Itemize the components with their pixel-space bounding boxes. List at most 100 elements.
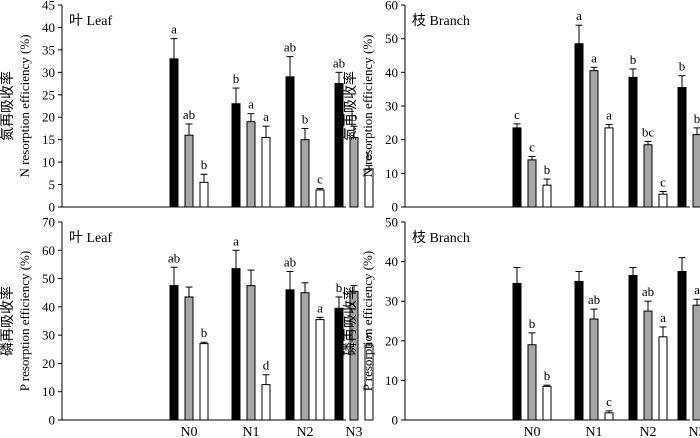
bar xyxy=(334,307,344,421)
bar xyxy=(199,181,209,208)
significance-letter: ab xyxy=(284,255,296,270)
y-tick-label: 30 xyxy=(42,328,55,343)
significance-letter: a xyxy=(606,108,612,123)
y-tick-label: 40 xyxy=(42,299,55,314)
bar xyxy=(246,121,256,208)
bar xyxy=(364,344,374,421)
significance-letter: bc xyxy=(642,124,655,139)
significance-letter: b xyxy=(544,368,551,383)
panel-title: 叶 Leaf xyxy=(69,13,112,29)
significance-letter: b xyxy=(366,149,373,164)
bar xyxy=(574,280,584,421)
significance-letter: b xyxy=(694,111,700,126)
y-axis-label-en: N resorption efficiency (%) xyxy=(360,34,375,177)
bar xyxy=(677,271,687,421)
x-tick-label: N0 xyxy=(523,425,540,438)
bar xyxy=(261,136,271,208)
x-tick-label: N1 xyxy=(585,425,602,438)
significance-letter: c xyxy=(366,327,372,342)
y-tick-label: 45 xyxy=(42,0,55,13)
bar xyxy=(285,289,295,421)
bar xyxy=(628,76,638,208)
x-tick-label: N3 xyxy=(345,425,362,438)
bar xyxy=(677,86,687,208)
panel-title: 枝 Branch xyxy=(412,230,470,246)
significance-letter: a xyxy=(576,8,582,23)
significance-letter: a xyxy=(660,310,666,325)
bar xyxy=(199,343,209,421)
bar xyxy=(364,168,374,208)
bar xyxy=(349,136,359,208)
bar xyxy=(512,127,522,208)
bar xyxy=(692,134,700,208)
bar xyxy=(231,268,241,421)
y-tick-label: 30 xyxy=(385,294,398,309)
significance-letter: ab xyxy=(642,284,654,299)
y-tick-label: 60 xyxy=(385,0,398,13)
y-tick-label: 70 xyxy=(42,215,55,230)
significance-letter: c xyxy=(606,394,612,409)
significance-letter: a xyxy=(591,50,597,65)
significance-letter: a xyxy=(171,22,177,37)
significance-letter: c xyxy=(660,175,666,190)
bar xyxy=(604,127,614,208)
y-tick-label: 0 xyxy=(49,200,56,215)
significance-letter: b xyxy=(233,71,240,86)
significance-letter: b xyxy=(529,316,536,331)
significance-letter: b xyxy=(351,109,358,124)
significance-letter: ab xyxy=(333,55,345,70)
bar xyxy=(643,144,653,208)
bar xyxy=(300,292,310,421)
bar xyxy=(334,83,344,208)
bar xyxy=(574,43,584,208)
chart-panel-4: 0 10 20 30 40 50 枝 Branch 磷再吸收率 P resorption eff… xyxy=(342,215,700,438)
bar xyxy=(542,184,552,208)
significance-letter: a xyxy=(248,97,254,112)
bar xyxy=(184,134,194,208)
y-tick-label: 10 xyxy=(385,166,398,181)
significance-letter: ab xyxy=(284,40,296,55)
bar xyxy=(628,274,638,421)
bar xyxy=(246,285,256,421)
bar xyxy=(285,76,295,208)
chart-panel-2: 0 10 20 30 40 50 60 枝 Branch 氮再吸收率 N resorption e… xyxy=(342,0,700,215)
bar xyxy=(604,412,614,421)
significance-letter: b xyxy=(630,52,637,67)
bar xyxy=(261,384,271,421)
y-axis-label-en: P resorption efficiency (%) xyxy=(360,251,375,391)
y-tick-label: 50 xyxy=(385,215,398,230)
y-tick-label: 30 xyxy=(385,99,398,114)
y-axis-label-cn: 磷再吸收率 xyxy=(0,286,16,356)
significance-letter: b xyxy=(201,325,208,340)
y-axis-label-cn: 氮再吸收率 xyxy=(0,71,16,141)
y-tick-label: 10 xyxy=(42,384,55,399)
significance-letter: c xyxy=(514,107,520,122)
y-tick-label: 60 xyxy=(42,243,55,258)
y-tick-label: 40 xyxy=(385,65,398,80)
y-tick-label: 15 xyxy=(42,132,55,147)
y-tick-label: 0 xyxy=(49,413,56,428)
x-tick-label: N1 xyxy=(242,425,259,438)
bar xyxy=(527,159,537,208)
y-tick-label: 10 xyxy=(42,155,55,170)
significance-letter: b xyxy=(679,59,686,74)
x-tick-label: N3 xyxy=(688,425,700,438)
significance-letter: ab xyxy=(183,107,195,122)
x-tick-label: N2 xyxy=(639,425,656,438)
bar xyxy=(658,193,668,208)
y-axis-label-cn: 磷再吸收率 xyxy=(342,286,359,356)
significance-letter: d xyxy=(263,358,270,373)
significance-letter: c xyxy=(317,172,323,187)
bar xyxy=(542,385,552,421)
y-tick-label: 35 xyxy=(42,42,55,57)
significance-letter: ab xyxy=(168,250,180,265)
x-tick-label: N2 xyxy=(296,425,313,438)
bar xyxy=(300,139,310,208)
bar xyxy=(658,336,668,421)
y-tick-label: 20 xyxy=(42,110,55,125)
y-tick-label: 10 xyxy=(385,373,398,388)
significance-letter: b xyxy=(201,157,208,172)
y-tick-label: 50 xyxy=(385,31,398,46)
